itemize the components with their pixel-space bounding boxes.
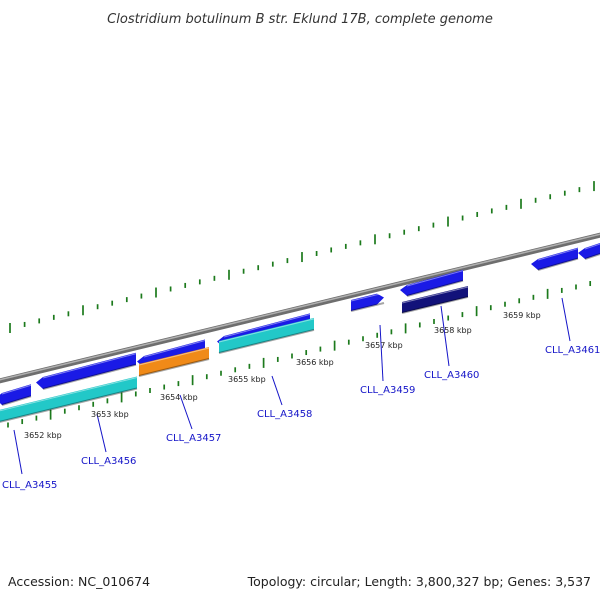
outer-tick-ring bbox=[9, 181, 595, 333]
gene-feature[interactable] bbox=[219, 317, 314, 353]
gene-feature-highlight bbox=[406, 270, 464, 287]
gene-feature-shade bbox=[0, 387, 138, 423]
gene-feature[interactable] bbox=[36, 352, 136, 389]
gene-label-cll-a3460[interactable]: CLL_A3460 bbox=[424, 370, 479, 381]
label-leader-line bbox=[379, 324, 384, 382]
gene-feature-highlight bbox=[0, 377, 138, 412]
label-leader-line bbox=[13, 429, 23, 475]
kbp-label: 3652 kbp bbox=[24, 431, 62, 440]
gene-label-cll-a3455[interactable]: CLL_A3455 bbox=[2, 480, 57, 491]
gene-feature-shade bbox=[584, 252, 600, 260]
genome-backbone-highlight bbox=[0, 233, 600, 381]
gene-feature[interactable] bbox=[139, 346, 209, 376]
gene-feature[interactable] bbox=[531, 247, 578, 270]
kbp-label: 3658 kbp bbox=[434, 326, 472, 335]
gene-feature[interactable] bbox=[351, 293, 384, 311]
gene-feature[interactable] bbox=[0, 376, 137, 423]
gene-label-cll-a3461[interactable]: CLL_A3461 bbox=[545, 345, 600, 356]
gene-feature[interactable] bbox=[400, 269, 463, 296]
topology-summary: Topology: circular; Length: 3,800,327 bp… bbox=[247, 574, 591, 589]
gene-feature-shade bbox=[218, 328, 315, 354]
kbp-label: 3655 kbp bbox=[228, 375, 266, 384]
gene-feature-highlight bbox=[401, 286, 469, 304]
label-leader-line bbox=[271, 375, 283, 406]
gene-feature[interactable] bbox=[402, 285, 468, 313]
genome-backbone bbox=[0, 232, 600, 384]
gene-feature-highlight bbox=[138, 347, 210, 366]
gene-feature-shade bbox=[537, 257, 579, 271]
gene-feature-shade bbox=[138, 358, 210, 377]
kbp-label: 3656 kbp bbox=[296, 358, 334, 367]
kbp-label: 3657 kbp bbox=[365, 341, 403, 350]
map-title: Clostridium botulinum B str. Eklund 17B,… bbox=[107, 12, 493, 27]
gene-feature-highlight bbox=[350, 292, 385, 302]
gene-feature-highlight bbox=[218, 318, 315, 343]
label-leader-line bbox=[96, 413, 107, 453]
gene-feature-shade bbox=[42, 363, 137, 390]
gene-feature-highlight bbox=[1, 384, 32, 395]
gene-feature[interactable] bbox=[578, 242, 600, 259]
gene-label-cll-a3456[interactable]: CLL_A3456 bbox=[81, 456, 136, 467]
gene-feature-shade bbox=[406, 279, 464, 297]
inner-tick-ring bbox=[7, 281, 592, 428]
gene-feature-highlight bbox=[143, 339, 206, 358]
gene-feature-shade bbox=[401, 295, 469, 314]
gene-features bbox=[0, 242, 600, 423]
kbp-label: 3654 kbp bbox=[160, 393, 198, 402]
gene-label-cll-a3458[interactable]: CLL_A3458 bbox=[257, 409, 312, 420]
gene-feature-highlight bbox=[537, 248, 579, 261]
gene-feature[interactable] bbox=[0, 384, 31, 405]
accession-text: Accession: NC_010674 bbox=[8, 574, 150, 589]
label-leader-line bbox=[179, 394, 193, 430]
gene-feature-shade bbox=[350, 302, 385, 312]
gene-feature-highlight bbox=[42, 353, 137, 379]
gene-feature-shade bbox=[1, 395, 32, 406]
gene-label-cll-a3459[interactable]: CLL_A3459 bbox=[360, 385, 415, 396]
gene-feature-highlight bbox=[584, 243, 600, 250]
label-leader-line bbox=[440, 305, 450, 367]
label-leader-lines bbox=[13, 297, 571, 475]
gene-label-cll-a3457[interactable]: CLL_A3457 bbox=[166, 433, 221, 444]
kbp-label: 3659 kbp bbox=[503, 311, 541, 320]
label-leader-line bbox=[561, 297, 571, 342]
kbp-label: 3653 kbp bbox=[91, 410, 129, 419]
gene-feature-highlight bbox=[223, 313, 311, 338]
